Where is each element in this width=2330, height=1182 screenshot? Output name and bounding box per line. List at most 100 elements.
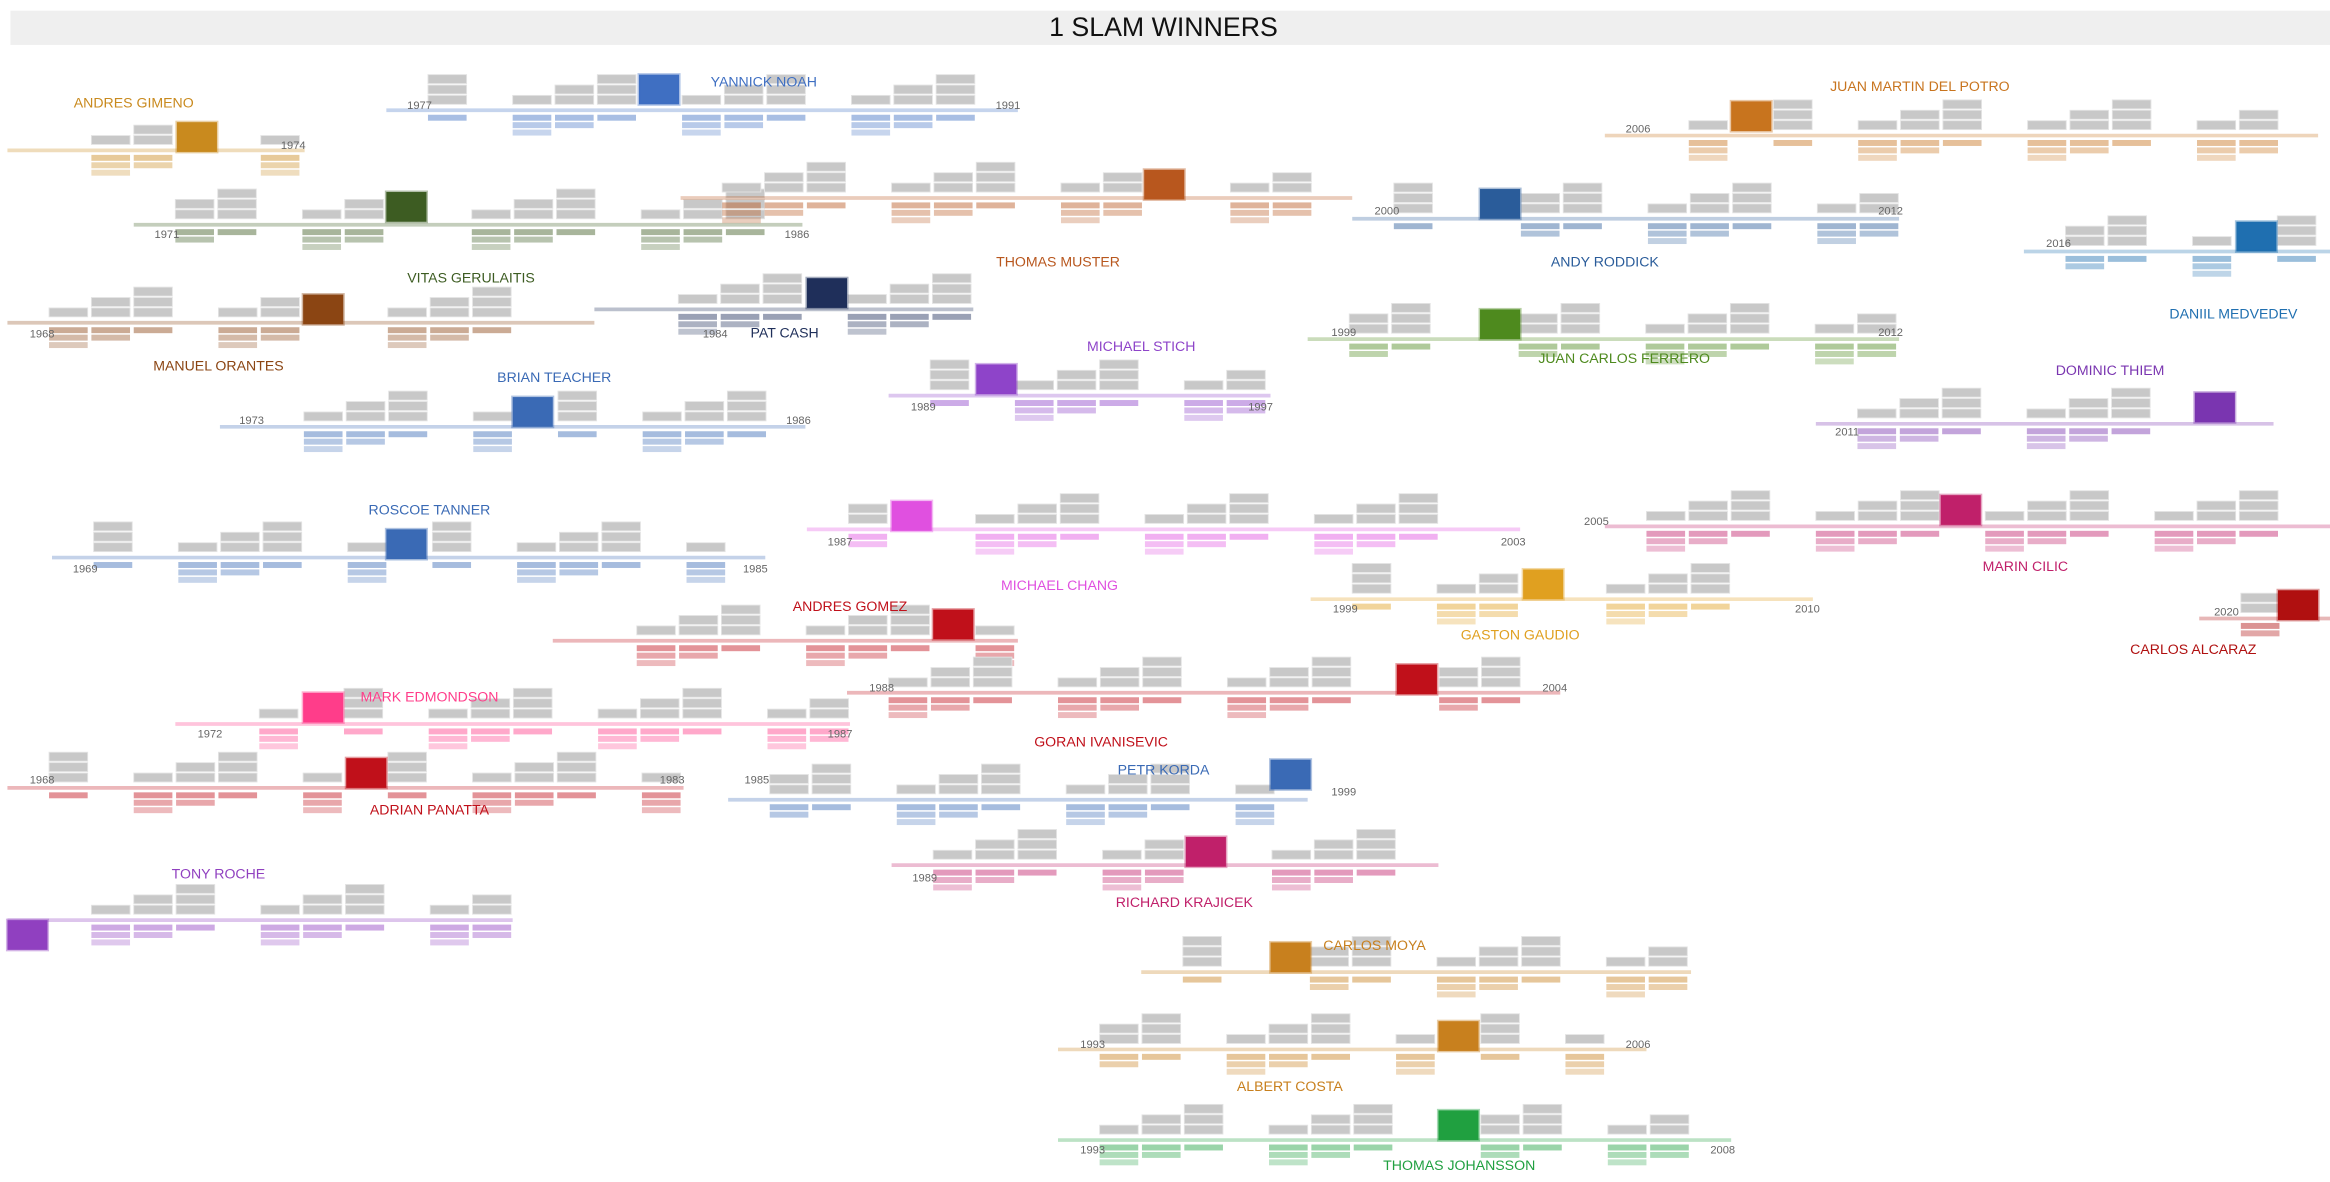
season-cell (1099, 1034, 1139, 1044)
season-cell (682, 114, 721, 121)
season-cell (1436, 618, 1476, 625)
season-cell (640, 735, 680, 742)
season-cell (1688, 154, 1728, 161)
season-cell (682, 728, 722, 735)
season-cell (1690, 230, 1729, 237)
season-cell (596, 74, 637, 84)
season-cell (724, 122, 764, 129)
win-block (175, 120, 219, 154)
season-cell (1269, 1159, 1308, 1166)
season-cell (1688, 351, 1727, 357)
title-band (10, 10, 2330, 45)
start-year: 2005 (1584, 516, 1609, 528)
season-cell (682, 698, 722, 709)
season-cell (1391, 343, 1431, 350)
season-cell (387, 751, 427, 762)
season-cell (133, 772, 173, 783)
season-cell (1396, 1053, 1435, 1060)
season-cell (1773, 109, 1813, 120)
season-cell (133, 124, 173, 135)
season-cell (1730, 490, 1771, 501)
season-cell (1815, 343, 1854, 350)
season-cell (1311, 1053, 1351, 1060)
season-cell (896, 784, 936, 795)
season-cell (766, 74, 806, 84)
season-cell (1607, 1159, 1647, 1166)
season-cell (1102, 172, 1143, 183)
season-cell (726, 411, 767, 422)
season-cell (1311, 667, 1352, 677)
season-cell (1099, 667, 1140, 677)
season-cell (1815, 530, 1855, 537)
season-cell (764, 182, 804, 193)
season-cell (2069, 140, 2109, 146)
win-block (5, 918, 50, 952)
season-cell (1144, 839, 1185, 850)
season-cell (2154, 545, 2194, 552)
season-cell (175, 229, 214, 236)
season-cell (1226, 1061, 1266, 1068)
season-cell (347, 562, 387, 568)
season-cell (217, 199, 257, 209)
season-cell (345, 904, 385, 915)
season-cell (49, 342, 88, 349)
season-cell (766, 84, 806, 95)
season-cell (90, 297, 131, 307)
season-cell (220, 542, 260, 553)
season-cell (1899, 428, 1939, 435)
season-cell (1520, 223, 1560, 230)
season-cell (2111, 109, 2152, 120)
season-cell (1235, 811, 1275, 818)
season-cell (2197, 538, 2236, 545)
season-cell (1142, 697, 1182, 704)
season-cell (91, 939, 131, 946)
season-cell (1565, 1034, 1605, 1044)
season-cell (1900, 109, 1940, 120)
season-cell (347, 542, 387, 553)
season-cell (1314, 548, 1353, 555)
season-cell (1314, 869, 1353, 876)
season-cell (345, 411, 386, 422)
season-cell (1311, 656, 1352, 667)
season-cell (472, 894, 512, 905)
season-cell (975, 877, 1015, 883)
season-cell (1859, 203, 1899, 214)
season-cell (429, 297, 470, 307)
season-cell (517, 569, 556, 576)
season-cell (1150, 763, 1190, 774)
season-cell (1607, 1151, 1647, 1158)
season-cell (2107, 236, 2147, 246)
season-cell (678, 615, 719, 625)
season-cell (427, 94, 468, 105)
player-name: JUAN MARTIN DEL POTRO (1830, 78, 2010, 94)
start-year: 2000 (1375, 205, 1400, 217)
season-cell (1479, 984, 1518, 990)
end-year: 1983 (660, 774, 685, 786)
season-cell (1689, 193, 1730, 203)
season-cell (1102, 869, 1142, 876)
end-year: 1997 (1248, 401, 1273, 413)
season-cell (555, 114, 594, 121)
season-cell (981, 804, 1021, 811)
season-cell (1150, 774, 1190, 784)
end-year: 1974 (281, 140, 306, 152)
season-cell (260, 904, 300, 915)
season-cell (427, 84, 468, 95)
title: 1 SLAM WINNERS (1049, 12, 1278, 42)
season-cell (1348, 323, 1389, 334)
season-cell (1480, 1013, 1520, 1024)
season-cell (598, 743, 637, 750)
season-cell (1941, 387, 1982, 398)
season-cell (1606, 976, 1645, 983)
season-cell (258, 708, 299, 719)
season-cell (720, 294, 760, 304)
season-cell (1017, 849, 1057, 860)
season-cell (972, 656, 1013, 667)
season-cell (1269, 1151, 1308, 1158)
start-year: 1968 (30, 329, 55, 341)
season-cell (1941, 408, 1982, 419)
season-cell (430, 327, 469, 334)
season-cell (559, 569, 599, 576)
season-cell (1226, 400, 1266, 406)
season-cell (471, 209, 511, 220)
